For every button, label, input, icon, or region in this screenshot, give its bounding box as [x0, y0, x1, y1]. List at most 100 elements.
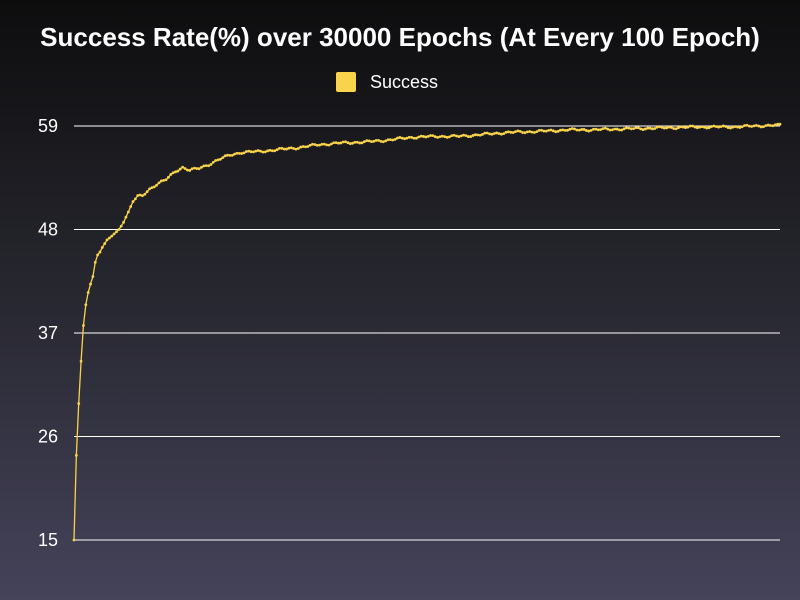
data-point-17100: [474, 133, 477, 137]
data-point-2900: [138, 193, 142, 197]
data-point-17200: [476, 133, 480, 137]
data-point-11500: [341, 140, 345, 144]
data-point-27300: [714, 125, 718, 128]
data-point-6900: [233, 152, 236, 156]
data-point-28700: [747, 124, 751, 128]
data-point-4000: [164, 178, 168, 182]
data-point-18400: [504, 130, 508, 134]
data-point-13500: [389, 138, 392, 142]
data-point-24100: [639, 127, 643, 131]
data-point-18300: [502, 132, 506, 136]
data-point-10200: [311, 142, 314, 146]
data-point-9600: [296, 147, 300, 150]
legend-swatch: [336, 72, 356, 92]
data-point-30000: [778, 122, 782, 126]
data-point-900: [91, 275, 95, 278]
data-point-29800: [773, 123, 777, 127]
data-point-12200: [358, 141, 362, 145]
data-point-200: [74, 453, 78, 457]
data-point-16000: [448, 135, 451, 139]
data-point-4100: [167, 175, 170, 179]
data-point-9300: [289, 146, 293, 150]
data-point-5700: [204, 164, 208, 167]
data-point-26800: [703, 125, 706, 129]
data-point-4800: [183, 167, 187, 170]
data-point-3200: [145, 190, 149, 194]
data-point-27500: [719, 125, 723, 129]
data-point-19800: [537, 128, 541, 132]
data-point-19500: [530, 130, 534, 134]
legend: Success: [336, 72, 438, 92]
data-point-10700: [322, 142, 326, 146]
data-point-14000: [400, 136, 404, 140]
data-point-25500: [672, 127, 676, 130]
data-point-24500: [648, 126, 652, 130]
data-point-3000: [141, 194, 144, 198]
data-point-15800: [443, 135, 447, 139]
legend-label-success: Success: [370, 71, 439, 92]
data-point-25600: [674, 127, 678, 131]
data-point-11200: [334, 141, 338, 145]
data-point-1500: [105, 238, 109, 242]
data-point-10500: [318, 143, 321, 147]
data-point-17500: [483, 131, 487, 135]
data-point-8800: [278, 146, 281, 150]
data-point-10100: [308, 143, 312, 147]
data-point-27600: [721, 124, 725, 128]
data-point-3500: [152, 185, 156, 189]
y-tick-label-59: 59: [38, 116, 58, 136]
data-point-8600: [273, 149, 277, 153]
data-point-26600: [698, 125, 702, 129]
data-point-6400: [221, 156, 225, 160]
data-point-1900: [115, 230, 118, 234]
data-point-7200: [240, 152, 244, 155]
data-point-26500: [695, 126, 699, 130]
data-point-23400: [622, 127, 626, 131]
data-point-26400: [693, 125, 697, 129]
data-point-8100: [261, 150, 265, 154]
data-point-21600: [580, 128, 584, 131]
data-point-27400: [717, 125, 721, 129]
data-point-20900: [563, 128, 567, 132]
data-point-15500: [436, 135, 440, 139]
data-point-6000: [211, 160, 215, 164]
data-point-2400: [126, 210, 130, 214]
series-line-success: [73, 123, 781, 541]
data-point-7500: [247, 149, 251, 153]
data-point-25200: [665, 126, 669, 130]
data-point-14500: [412, 136, 416, 140]
data-point-11700: [346, 141, 350, 145]
data-point-3300: [148, 187, 151, 191]
data-point-12700: [370, 140, 373, 144]
data-point-28500: [743, 124, 746, 127]
data-point-8900: [280, 146, 284, 150]
data-point-18100: [497, 132, 501, 135]
data-point-19000: [518, 130, 522, 133]
data-point-15300: [431, 134, 435, 137]
data-point-27000: [707, 126, 711, 130]
data-point-12800: [372, 139, 376, 143]
data-point-6500: [223, 154, 227, 158]
data-point-23000: [613, 127, 617, 131]
y-tick-label-15: 15: [38, 530, 58, 550]
data-point-19700: [535, 130, 539, 134]
data-point-9700: [299, 145, 303, 149]
data-point-18600: [509, 130, 513, 134]
data-point-17000: [471, 134, 475, 137]
data-point-25700: [677, 126, 680, 130]
data-point-25300: [667, 125, 671, 129]
data-point-24800: [655, 125, 659, 129]
data-point-16800: [466, 135, 470, 138]
data-point-14800: [419, 134, 423, 138]
data-point-23600: [627, 126, 631, 130]
data-point-24300: [644, 127, 647, 131]
data-point-16400: [457, 135, 461, 138]
data-point-12400: [363, 140, 366, 144]
data-point-29400: [764, 124, 768, 127]
data-point-11000: [329, 142, 333, 146]
data-point-5000: [188, 169, 192, 172]
data-point-13000: [377, 139, 380, 142]
data-point-12300: [360, 141, 364, 145]
data-point-1800: [112, 232, 116, 236]
data-point-12600: [367, 139, 371, 143]
